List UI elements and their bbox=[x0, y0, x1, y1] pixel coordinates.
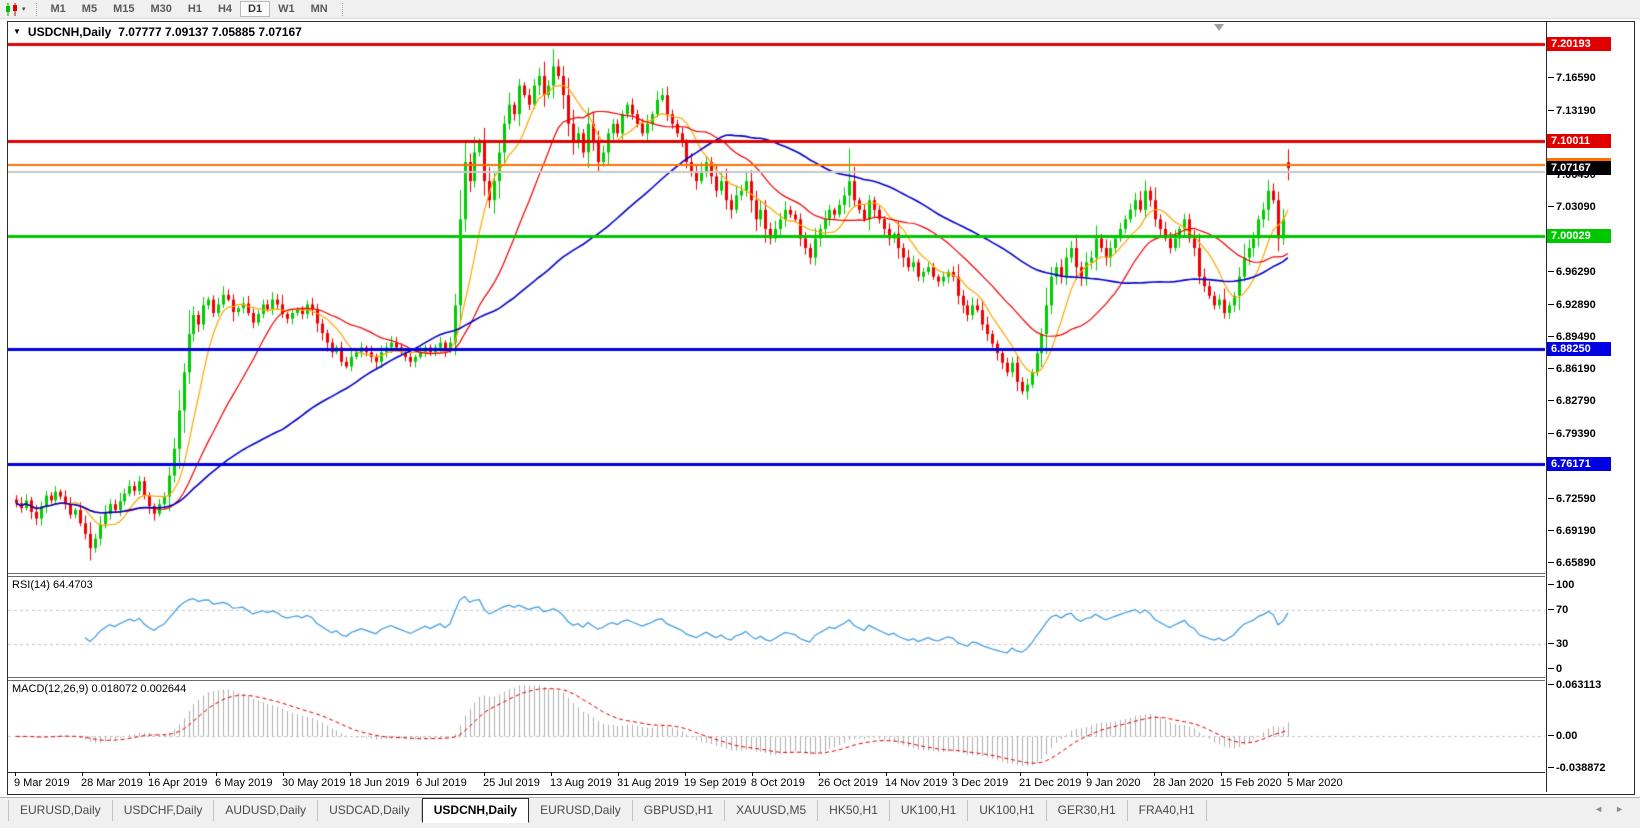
price-axis-tick: 6.65890 bbox=[1548, 556, 1596, 569]
date-axis[interactable]: 9 Mar 2019 28 Mar 2019 16 Apr 2019 6 May… bbox=[8, 772, 1545, 792]
window-collapse-icon[interactable]: ▼ bbox=[13, 27, 21, 36]
chart-title: ▼ USDCNH,Daily 7.07777 7.09137 7.05885 7… bbox=[13, 25, 302, 39]
timeframe-w1[interactable]: W1 bbox=[270, 1, 303, 17]
date-label: 21 Dec 2019 bbox=[1019, 772, 1082, 789]
timeframe-m5[interactable]: M5 bbox=[74, 1, 105, 17]
date-label: 6 May 2019 bbox=[215, 772, 273, 789]
price-axis-tick: 7.03090 bbox=[1548, 201, 1596, 214]
timeframe-m1[interactable]: M1 bbox=[43, 1, 74, 17]
toolbar-grip bbox=[35, 2, 37, 16]
date-label: 15 Feb 2020 bbox=[1220, 772, 1282, 789]
tab-eurusd-daily-1[interactable]: EURUSD,Daily bbox=[8, 800, 113, 821]
timeframe-mn[interactable]: MN bbox=[303, 1, 336, 17]
toolbar-grip bbox=[341, 2, 343, 16]
date-label: 28 Jan 2020 bbox=[1153, 772, 1214, 789]
plot-column: ▼ USDCNH,Daily 7.07777 7.09137 7.05885 7… bbox=[8, 22, 1545, 792]
date-label: 16 Apr 2019 bbox=[148, 772, 208, 789]
price-axis-tick: 6.72590 bbox=[1548, 492, 1596, 505]
timeframe-h1[interactable]: H1 bbox=[180, 1, 210, 17]
rsi-panel: RSI(14) 64.4703 bbox=[8, 577, 1545, 677]
macd-panel: MACD(12,26,9) 0.018072 0.002644 bbox=[8, 681, 1545, 772]
price-axis-tick: 6.82790 bbox=[1548, 395, 1596, 408]
chart-tab-bar: EURUSD,Daily USDCHF,Daily AUDUSD,Daily U… bbox=[0, 797, 1640, 828]
price-axis[interactable]: 7.16590 7.13190 7.06490 7.03090 6.96290 … bbox=[1546, 22, 1634, 792]
chart-shift-marker-icon[interactable] bbox=[1214, 24, 1224, 31]
price-axis-tick: 6.92890 bbox=[1548, 298, 1596, 311]
rsi-axis-tick: 30 bbox=[1547, 637, 1569, 650]
price-chart-canvas[interactable] bbox=[8, 22, 1545, 573]
resistance-level-badge: 7.20193 bbox=[1547, 36, 1611, 51]
macd-axis-tick: 0.00 bbox=[1547, 730, 1578, 743]
rsi-axis-tick: 0 bbox=[1547, 663, 1563, 675]
chart-ohlc-values: 7.07777 7.09137 7.05885 7.07167 bbox=[118, 25, 302, 39]
rsi-label: RSI(14) 64.4703 bbox=[12, 579, 93, 591]
macd-canvas[interactable] bbox=[8, 681, 1545, 772]
tab-uk100-h1-2[interactable]: UK100,H1 bbox=[968, 800, 1047, 821]
macd-axis-tick: -0.038872 bbox=[1548, 762, 1606, 774]
date-label: 30 May 2019 bbox=[282, 772, 346, 789]
macd-axis-tick: 0.063113 bbox=[1547, 679, 1602, 691]
tab-gbpusd-h1[interactable]: GBPUSD,H1 bbox=[633, 800, 726, 821]
date-label: 5 Mar 2020 bbox=[1287, 772, 1343, 789]
main-chart-panel: ▼ USDCNH,Daily 7.07777 7.09137 7.05885 7… bbox=[8, 22, 1545, 573]
date-label: 14 Nov 2019 bbox=[885, 772, 948, 789]
tab-uk100-h1-1[interactable]: UK100,H1 bbox=[890, 800, 969, 821]
date-label: 28 Mar 2019 bbox=[81, 772, 143, 789]
date-label: 19 Sep 2019 bbox=[684, 772, 747, 789]
date-label: 13 Aug 2019 bbox=[550, 772, 612, 789]
chart-window: ▼ USDCNH,Daily 7.07777 7.09137 7.05885 7… bbox=[7, 21, 1635, 795]
rsi-axis-tick: 100 bbox=[1547, 579, 1575, 591]
date-label: 9 Jan 2020 bbox=[1086, 772, 1141, 789]
date-label: 25 Jul 2019 bbox=[483, 772, 540, 789]
price-axis-tick: 6.79390 bbox=[1548, 427, 1596, 440]
date-label: 31 Aug 2019 bbox=[617, 772, 679, 789]
timeframe-toolbar: ▾ M1 M5 M15 M30 H1 H4 D1 W1 MN bbox=[0, 0, 1640, 19]
rsi-canvas[interactable] bbox=[8, 577, 1545, 677]
timeframe-m30[interactable]: M30 bbox=[142, 1, 179, 17]
price-axis-tick: 7.13190 bbox=[1548, 104, 1596, 117]
tab-usdcad-daily[interactable]: USDCAD,Daily bbox=[318, 800, 422, 821]
date-label: 18 Jun 2019 bbox=[349, 772, 410, 789]
tab-navigation: ◄ ► bbox=[1594, 798, 1640, 814]
date-label: 9 Mar 2019 bbox=[14, 772, 70, 789]
price-axis-tick: 6.96290 bbox=[1548, 266, 1596, 279]
date-label: 26 Oct 2019 bbox=[818, 772, 878, 789]
rsi-axis-tick: 70 bbox=[1547, 604, 1569, 617]
panel-splitter[interactable] bbox=[8, 573, 1545, 577]
tab-ger30-h1[interactable]: GER30,H1 bbox=[1047, 800, 1128, 821]
chart-symbol-label: USDCNH,Daily bbox=[27, 25, 112, 39]
tab-hk50-h1[interactable]: HK50,H1 bbox=[818, 800, 890, 821]
tabs-scroll-left-icon[interactable]: ◄ bbox=[1594, 804, 1604, 814]
support-level-badge: 6.88250 bbox=[1547, 341, 1611, 356]
date-label: 6 Jul 2019 bbox=[416, 772, 467, 789]
price-axis-tick: 6.69190 bbox=[1548, 525, 1596, 538]
chart-type-icon[interactable] bbox=[5, 2, 20, 17]
macd-label: MACD(12,26,9) 0.018072 0.002644 bbox=[12, 683, 187, 695]
date-label: 8 Oct 2019 bbox=[751, 772, 805, 789]
tab-usdchf-daily[interactable]: USDCHF,Daily bbox=[113, 800, 215, 821]
price-axis-tick: 6.86190 bbox=[1548, 362, 1596, 375]
current-price-badge: 7.07167 bbox=[1547, 161, 1611, 176]
price-axis-tick: 7.16590 bbox=[1548, 72, 1596, 84]
resistance-level-badge: 7.10011 bbox=[1547, 133, 1611, 148]
tab-usdcnh-daily[interactable]: USDCNH,Daily bbox=[421, 798, 530, 823]
support-level-badge: 7.00029 bbox=[1547, 229, 1611, 244]
tab-xauusd-m5[interactable]: XAUUSD,M5 bbox=[725, 800, 819, 821]
tabs-scroll-right-icon[interactable]: ► bbox=[1615, 804, 1624, 814]
tab-eurusd-daily-2[interactable]: EURUSD,Daily bbox=[529, 800, 633, 821]
timeframe-m15[interactable]: M15 bbox=[105, 1, 142, 17]
date-label: 3 Dec 2019 bbox=[952, 772, 1009, 789]
tab-audusd-daily[interactable]: AUDUSD,Daily bbox=[214, 800, 319, 821]
price-axis-tick: 6.89490 bbox=[1548, 331, 1596, 344]
support-level-badge: 6.76171 bbox=[1547, 457, 1611, 472]
chart-type-dropdown-icon[interactable]: ▾ bbox=[22, 6, 26, 13]
timeframe-h4[interactable]: H4 bbox=[210, 1, 240, 17]
timeframe-d1[interactable]: D1 bbox=[240, 1, 271, 17]
panel-splitter[interactable] bbox=[8, 677, 1545, 681]
tab-fra40-h1[interactable]: FRA40,H1 bbox=[1128, 800, 1207, 821]
